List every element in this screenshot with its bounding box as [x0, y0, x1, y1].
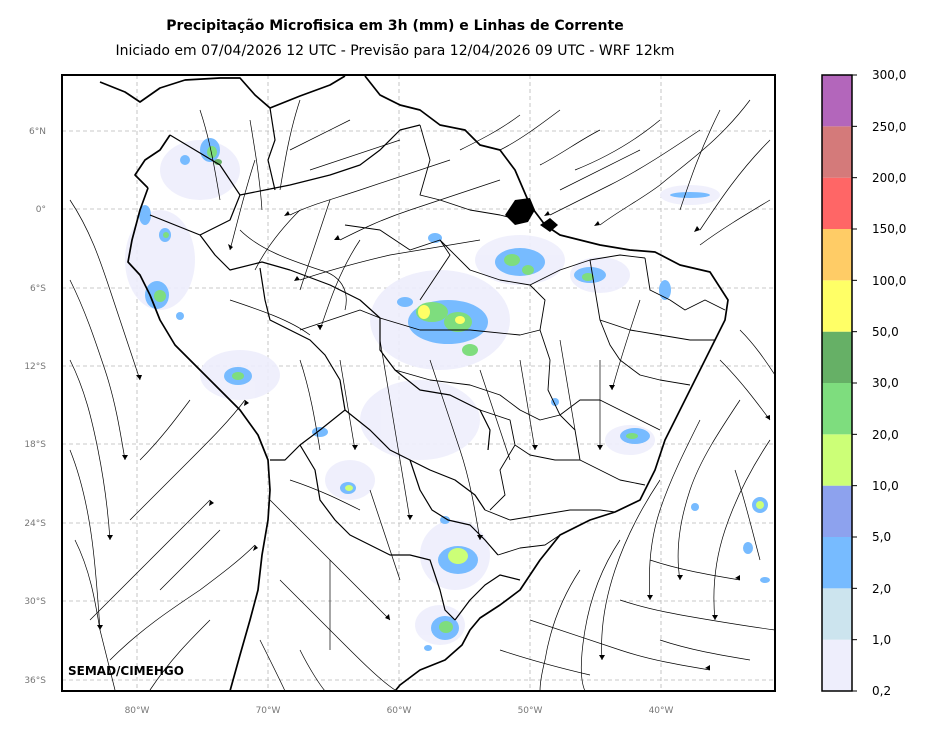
lat-label: 12°S	[24, 362, 46, 372]
colorbar-segment	[822, 229, 852, 281]
lat-label: 6°N	[29, 127, 46, 137]
coastline	[99, 75, 729, 691]
colorbar-segment	[822, 639, 852, 691]
lon-label: 40°W	[649, 706, 674, 716]
colorbar-label: 2,0	[872, 582, 891, 596]
lon-label: 70°W	[256, 706, 281, 716]
colorbar-labels: 0,2 1,0 2,0 5,0 10,0 20,0 30,0 50,0 100,…	[872, 68, 906, 698]
colorbar-label: 200,0	[872, 171, 906, 185]
credit-label: SEMAD/CIMEHGO	[68, 664, 184, 678]
state-borders	[299, 124, 726, 556]
colorbar-label: 1,0	[872, 633, 891, 647]
lat-label: 6°S	[30, 284, 46, 294]
colorbar-segment	[822, 75, 852, 127]
colorbar	[821, 74, 857, 692]
colorbar-label: 5,0	[872, 530, 891, 544]
colorbar-segment	[822, 588, 852, 640]
map-subtitle: Iniciado em 07/04/2026 12 UTC - Previsão…	[115, 43, 675, 59]
latitude-labels: 6°N 0° 6°S 12°S 18°S 24°S 30°S 36°S	[24, 127, 46, 686]
longitude-labels: 80°W 70°W 60°W 50°W 40°W	[125, 706, 674, 716]
lat-label: 18°S	[24, 440, 46, 450]
colorbar-segment	[822, 434, 852, 486]
lon-label: 80°W	[125, 706, 150, 716]
streamline-arrows	[97, 211, 770, 670]
colorbar-label: 20,0	[872, 428, 899, 442]
colorbar-segment	[822, 177, 852, 229]
colorbar-segment	[822, 537, 852, 589]
colorbar-segment	[822, 280, 852, 332]
lat-label: 30°S	[24, 597, 46, 607]
colorbar-label: 10,0	[872, 479, 899, 493]
lat-label: 24°S	[24, 519, 46, 529]
streamlines	[69, 99, 775, 691]
colorbar-label: 100,0	[872, 274, 906, 288]
colorbar-label: 150,0	[872, 222, 906, 236]
lat-label: 0°	[36, 205, 46, 215]
lon-label: 50°W	[518, 706, 543, 716]
colorbar-segment	[822, 331, 852, 383]
colorbar-segment	[822, 485, 852, 537]
colorbar-label: 300,0	[872, 68, 906, 82]
colorbar-label: 50,0	[872, 325, 899, 339]
lat-label: 36°S	[24, 676, 46, 686]
map-border	[61, 74, 776, 692]
precipitation-cells	[139, 138, 770, 651]
lon-label: 60°W	[387, 706, 412, 716]
colorbar-segment	[822, 126, 852, 178]
colorbar-label: 250,0	[872, 120, 906, 134]
colorbar-label: 30,0	[872, 376, 899, 390]
amazon-river-mouth	[505, 198, 558, 232]
colorbar-segment	[822, 383, 852, 435]
map-title: Precipitação Microfisica em 3h (mm) e Li…	[166, 18, 624, 34]
colorbar-label: 0,2	[872, 684, 891, 698]
country-borders	[149, 107, 521, 621]
colorbar-border	[821, 74, 853, 692]
